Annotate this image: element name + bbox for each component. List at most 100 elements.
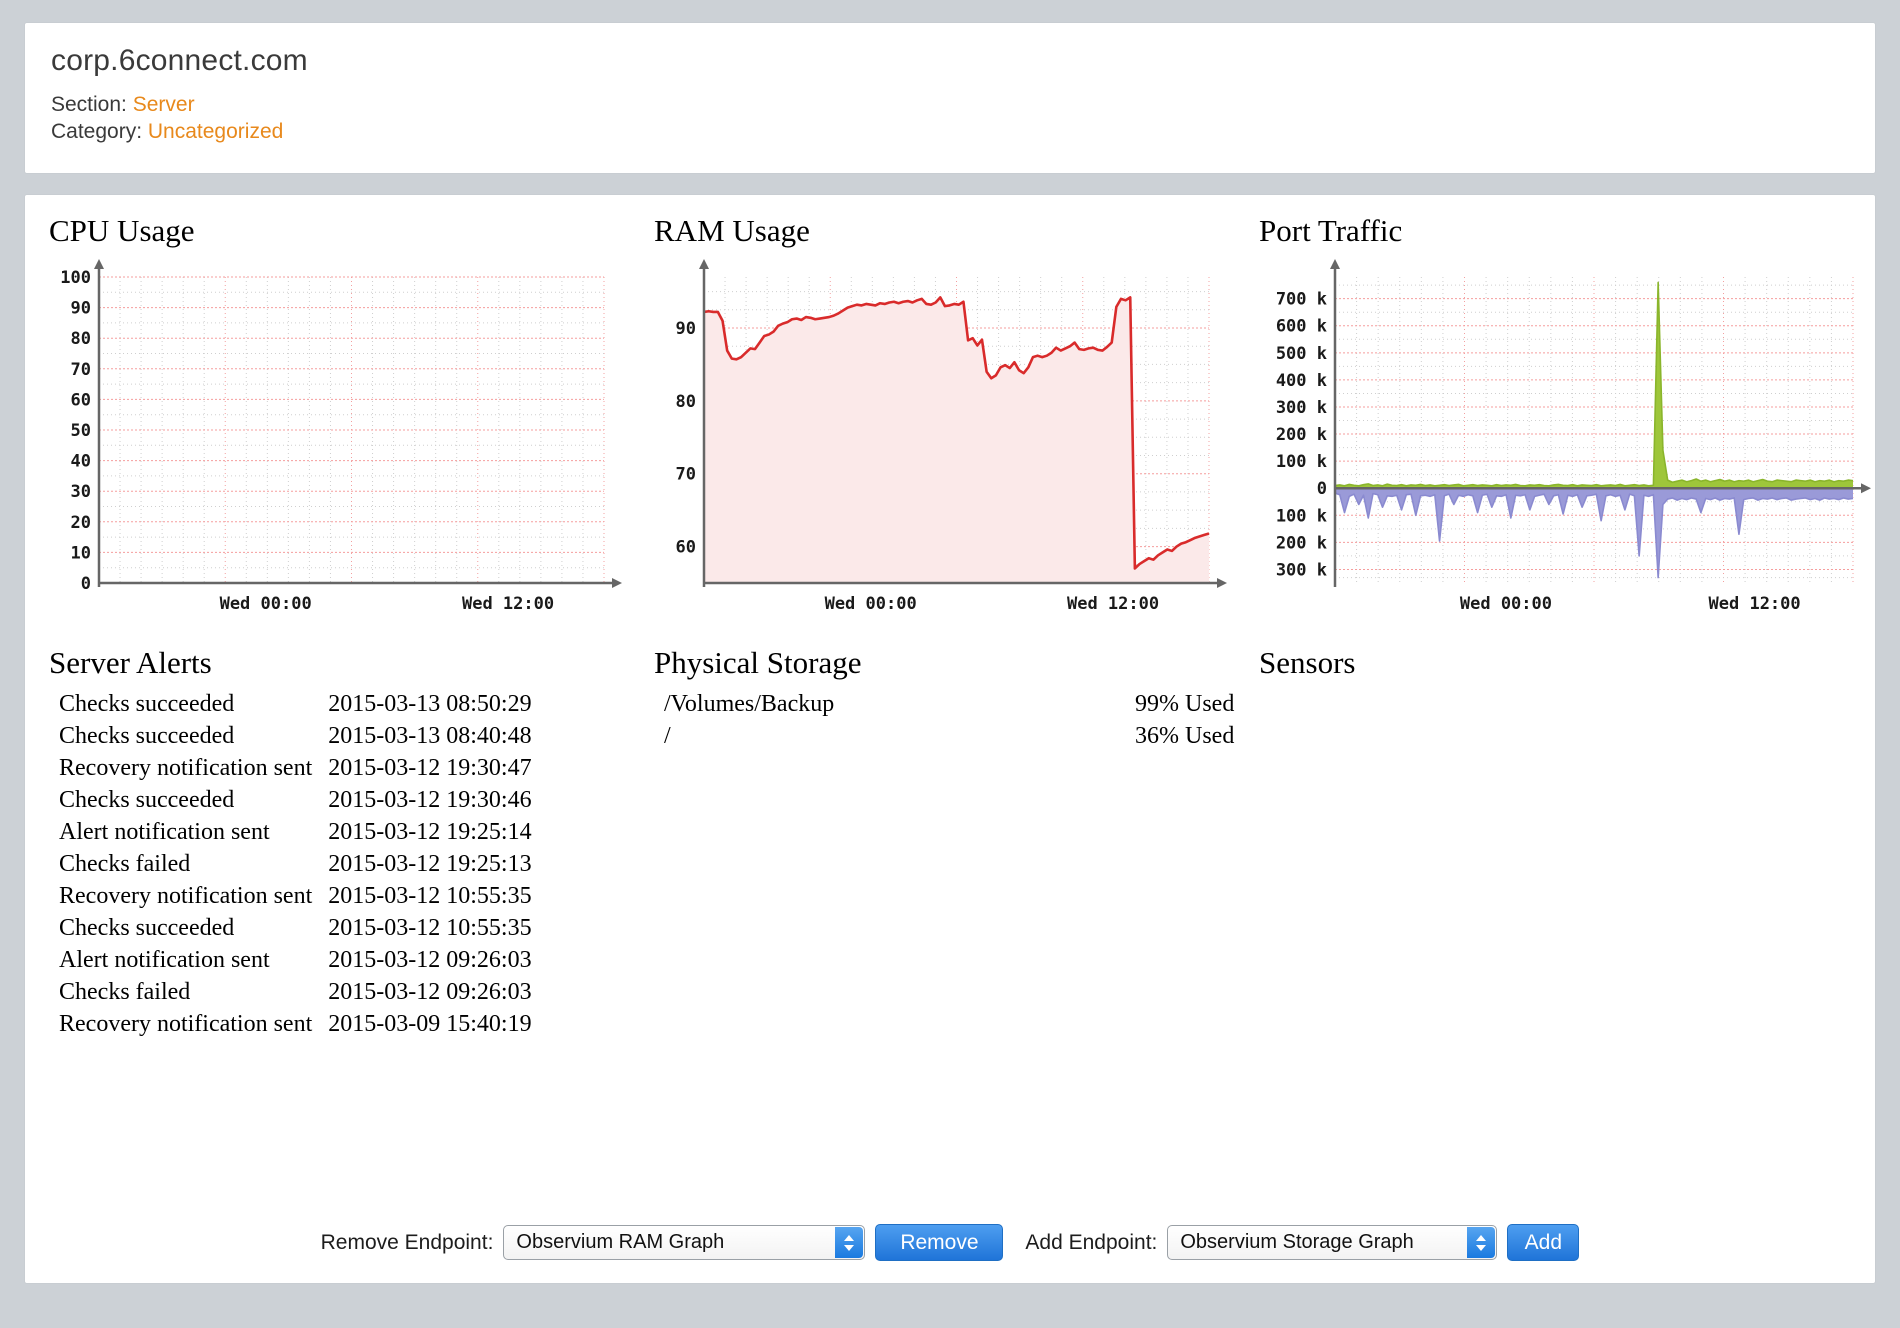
add-endpoint-label: Add Endpoint: bbox=[1025, 1230, 1158, 1254]
chevron-updown-icon[interactable] bbox=[1467, 1227, 1496, 1258]
add-endpoint-select[interactable]: Observium Storage Graph bbox=[1167, 1225, 1498, 1260]
svg-text:100 k: 100 k bbox=[1276, 506, 1327, 526]
alert-timestamp: 2015-03-09 15:40:19 bbox=[328, 1011, 532, 1037]
remove-endpoint-select[interactable]: Observium RAM Graph bbox=[503, 1225, 866, 1260]
storage-mount: /Volumes/Backup bbox=[664, 691, 835, 717]
table-row: Checks failed 2015-03-12 09:26:03 bbox=[47, 977, 542, 1009]
server-alerts-column: Server Alerts Checks succeeded 2015-03-13… bbox=[47, 645, 652, 1041]
physical-storage-table: /Volumes/Backup 99% Used / 36% Used bbox=[652, 689, 1244, 753]
table-row: Alert notification sent 2015-03-12 09:26:… bbox=[47, 945, 542, 977]
svg-text:40: 40 bbox=[71, 452, 91, 472]
sensors-title: Sensors bbox=[1259, 645, 1356, 680]
alert-event: Checks failed bbox=[59, 851, 191, 877]
alert-event: Checks succeeded bbox=[59, 787, 235, 813]
cpu-graph-title: CPU Usage bbox=[49, 213, 195, 248]
server-alerts-title: Server Alerts bbox=[49, 645, 212, 680]
ram-graph-column: RAM Usage 60 70 80 90 Wed 00:00 Wed 12:00 bbox=[652, 213, 1257, 629]
alert-timestamp: 2015-03-13 08:40:48 bbox=[328, 723, 532, 749]
alert-timestamp: 2015-03-12 19:30:46 bbox=[328, 787, 532, 813]
ram-graph-title: RAM Usage bbox=[654, 213, 810, 248]
section-line: Section: Server bbox=[51, 91, 1849, 119]
svg-text:10: 10 bbox=[71, 543, 91, 563]
table-row: Recovery notification sent 2015-03-12 10:… bbox=[47, 881, 542, 913]
cpu-usage-chart[interactable]: 0 10 20 30 40 50 60 70 80 90 100 Wed 00:00 Wed 12:00 bbox=[47, 259, 632, 629]
section-value-link[interactable]: Server bbox=[132, 92, 195, 116]
svg-text:Wed 12:00: Wed 12:00 bbox=[1067, 594, 1159, 614]
svg-text:Wed 00:00: Wed 00:00 bbox=[1460, 594, 1552, 614]
storage-mount: / bbox=[664, 723, 671, 749]
table-row: Recovery notification sent 2015-03-12 19:… bbox=[47, 753, 542, 785]
lower-row: Server Alerts Checks succeeded 2015-03-13… bbox=[47, 645, 1853, 1041]
table-row: Checks succeeded 2015-03-13 08:40:48 bbox=[47, 721, 542, 753]
svg-text:0: 0 bbox=[1317, 479, 1327, 499]
chevron-updown-icon[interactable] bbox=[835, 1227, 864, 1258]
svg-text:Wed 00:00: Wed 00:00 bbox=[825, 594, 917, 614]
svg-text:300 k: 300 k bbox=[1276, 398, 1327, 418]
svg-text:100 k: 100 k bbox=[1276, 452, 1327, 472]
cpu-graph-box[interactable]: 0 10 20 30 40 50 60 70 80 90 100 Wed 00:00 Wed 12:00 bbox=[47, 259, 652, 629]
alert-event: Checks failed bbox=[59, 979, 191, 1005]
alert-timestamp: 2015-03-12 09:26:03 bbox=[328, 947, 532, 973]
section-label: Section: bbox=[51, 92, 127, 116]
svg-text:20: 20 bbox=[71, 513, 91, 533]
svg-text:500 k: 500 k bbox=[1276, 344, 1327, 364]
port-graph-box[interactable]: 700 k 600 k 500 k 400 k 300 k 200 k 100 k 0 100 … bbox=[1257, 259, 1897, 629]
svg-text:70: 70 bbox=[676, 465, 696, 485]
alert-timestamp: 2015-03-13 08:50:29 bbox=[328, 691, 532, 717]
endpoint-toolbar: Remove Endpoint: Observium RAM Graph Rem… bbox=[25, 1224, 1875, 1261]
svg-text:300 k: 300 k bbox=[1276, 560, 1327, 580]
svg-text:600 k: 600 k bbox=[1276, 317, 1327, 337]
svg-text:700 k: 700 k bbox=[1276, 290, 1327, 310]
cpu-graph-column: CPU Usage 0 10 20 30 40 50 60 70 80 90 100 Wed 00:0… bbox=[47, 213, 652, 629]
table-row: Checks succeeded 2015-03-12 19:30:46 bbox=[47, 785, 542, 817]
physical-storage-title: Physical Storage bbox=[654, 645, 862, 680]
dashboard-panel: CPU Usage 0 10 20 30 40 50 60 70 80 90 100 Wed 00:0… bbox=[24, 194, 1876, 1284]
alert-event: Alert notification sent bbox=[59, 947, 270, 973]
alert-event: Recovery notification sent bbox=[59, 1011, 313, 1037]
ram-usage-chart[interactable]: 60 70 80 90 Wed 00:00 Wed 12:00 bbox=[652, 259, 1237, 629]
svg-text:50: 50 bbox=[71, 421, 91, 441]
sensors-column: Sensors bbox=[1257, 645, 1857, 1041]
category-value-link[interactable]: Uncategorized bbox=[147, 120, 284, 144]
graph-row: CPU Usage 0 10 20 30 40 50 60 70 80 90 100 Wed 00:0… bbox=[47, 213, 1871, 629]
alert-event: Checks succeeded bbox=[59, 691, 235, 717]
svg-text:100: 100 bbox=[60, 268, 91, 288]
alert-event: Checks succeeded bbox=[59, 915, 235, 941]
alert-timestamp: 2015-03-12 10:55:35 bbox=[328, 883, 532, 909]
alert-timestamp: 2015-03-12 10:55:35 bbox=[328, 915, 532, 941]
alert-timestamp: 2015-03-12 19:25:13 bbox=[328, 851, 532, 877]
remove-endpoint-selected-value: Observium RAM Graph bbox=[516, 1231, 725, 1253]
category-label: Category: bbox=[51, 120, 143, 144]
svg-text:0: 0 bbox=[81, 574, 91, 594]
page-title: corp.6connect.com bbox=[51, 44, 308, 77]
svg-text:Wed 00:00: Wed 00:00 bbox=[220, 594, 312, 614]
table-row: Checks succeeded 2015-03-13 08:50:29 bbox=[47, 689, 542, 721]
svg-text:200 k: 200 k bbox=[1276, 533, 1327, 553]
physical-storage-column: Physical Storage /Volumes/Backup 99% Used… bbox=[652, 645, 1257, 1041]
svg-text:90: 90 bbox=[676, 319, 696, 339]
svg-text:Wed 12:00: Wed 12:00 bbox=[1709, 594, 1801, 614]
port-graph-title: Port Traffic bbox=[1259, 213, 1403, 248]
table-row: / 36% Used bbox=[652, 721, 1244, 753]
alert-event: Alert notification sent bbox=[59, 819, 270, 845]
ram-graph-box[interactable]: 60 70 80 90 Wed 00:00 Wed 12:00 bbox=[652, 259, 1257, 629]
svg-text:30: 30 bbox=[71, 482, 91, 502]
svg-text:80: 80 bbox=[676, 392, 696, 412]
add-endpoint-button[interactable]: Add bbox=[1507, 1224, 1580, 1261]
svg-text:90: 90 bbox=[71, 299, 91, 319]
svg-text:400 k: 400 k bbox=[1276, 371, 1327, 391]
category-line: Category: Uncategorized bbox=[51, 118, 1849, 146]
host-header-panel: corp.6connect.com Section: Server Catego… bbox=[24, 22, 1876, 174]
server-alerts-table: Checks succeeded 2015-03-13 08:50:29 Check… bbox=[47, 689, 542, 1041]
table-row: Checks succeeded 2015-03-12 10:55:35 bbox=[47, 913, 542, 945]
alert-timestamp: 2015-03-12 19:30:47 bbox=[328, 755, 532, 781]
svg-text:70: 70 bbox=[71, 360, 91, 380]
remove-endpoint-button[interactable]: Remove bbox=[875, 1224, 1004, 1261]
storage-used: 36% Used bbox=[1135, 723, 1235, 749]
alert-event: Recovery notification sent bbox=[59, 883, 313, 909]
alert-timestamp: 2015-03-12 19:25:14 bbox=[328, 819, 532, 845]
port-traffic-chart[interactable]: 700 k 600 k 500 k 400 k 300 k 200 k 100 k 0 100 … bbox=[1257, 259, 1877, 629]
table-row: /Volumes/Backup 99% Used bbox=[652, 689, 1244, 721]
port-graph-column: Port Traffic 700 k 600 k 500 k 400 k 300 k 20… bbox=[1257, 213, 1897, 629]
